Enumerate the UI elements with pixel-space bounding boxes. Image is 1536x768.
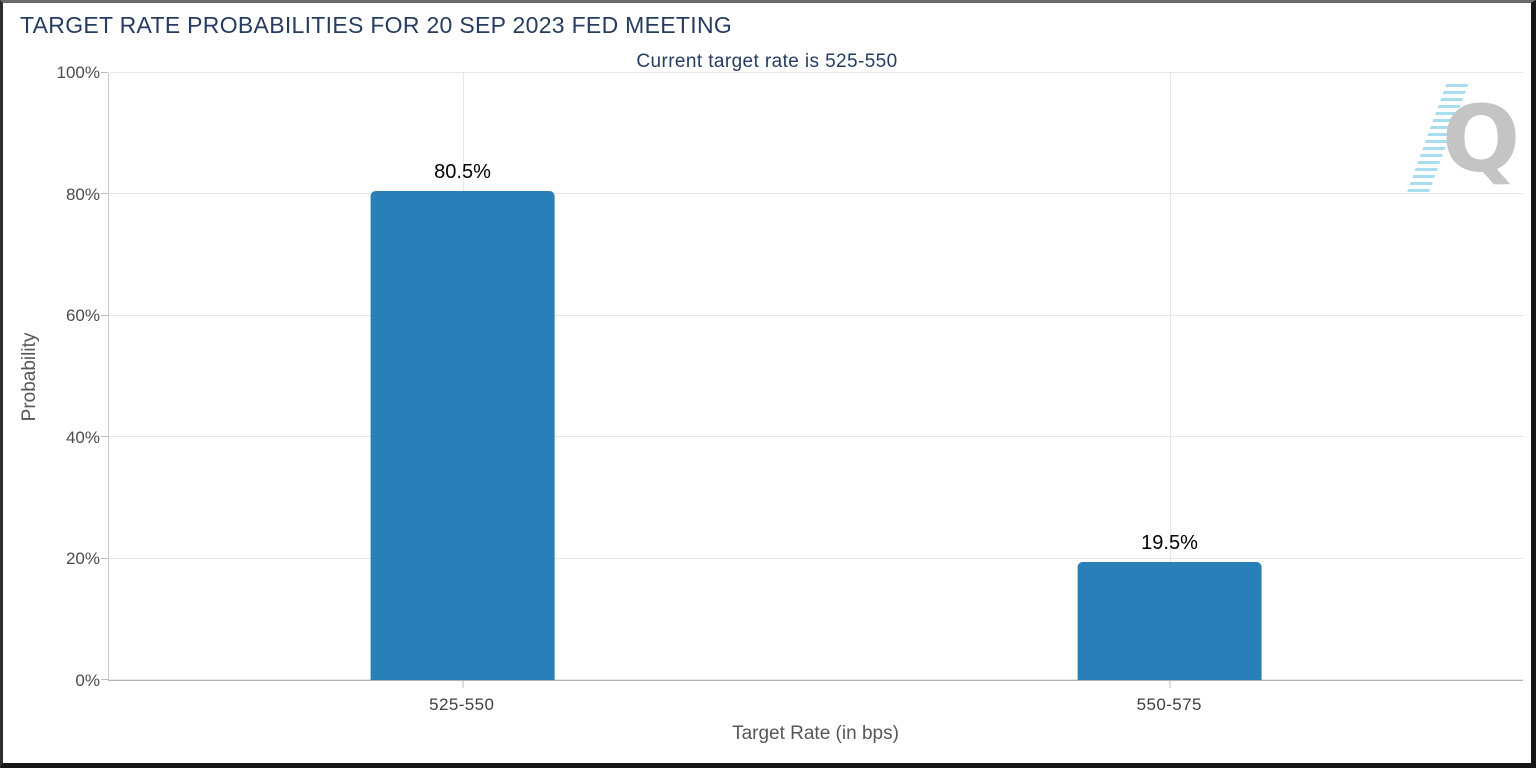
y-tick-label: 80%: [65, 184, 100, 204]
y-tick-mark: [101, 436, 108, 438]
gridline-vertical: [1169, 73, 1171, 680]
y-tick-label: 100%: [56, 63, 100, 82]
x-axis-title: Target Rate (in bps): [732, 723, 899, 744]
gridline-horizontal: [109, 436, 1523, 438]
y-tick-mark: [101, 679, 108, 680]
bar-525-550[interactable]: [370, 191, 555, 680]
y-tick-mark: [101, 72, 108, 73]
x-category-label: 525-550: [429, 695, 495, 714]
x-tick-mark: [1169, 681, 1170, 688]
y-tick-mark: [101, 193, 108, 195]
bar-value-label: 19.5%: [1141, 531, 1198, 554]
y-tick-label: 60%: [65, 306, 100, 326]
gridline-horizontal: [109, 679, 1523, 680]
bar-550-575[interactable]: [1077, 561, 1262, 680]
y-axis-labels: 0% 20% 40% 60% 80% 100%: [3, 63, 100, 690]
x-category-label: 550-575: [1136, 695, 1202, 714]
x-tick-mark: [462, 681, 463, 688]
bar-value-label: 80.5%: [434, 161, 491, 184]
y-tick-label: 40%: [65, 427, 100, 447]
gridline-horizontal: [109, 557, 1523, 559]
y-tick-label: 0%: [75, 671, 100, 690]
gridline-horizontal: [109, 72, 1523, 73]
quandl-logo: Q: [1405, 82, 1526, 200]
q-logo-icon: Q: [1442, 86, 1521, 193]
y-tick-mark: [101, 557, 108, 559]
x-category-labels: 525-550 550-575: [108, 695, 1523, 717]
y-tick-label: 20%: [65, 549, 100, 569]
chart-title: TARGET RATE PROBABILITIES FOR 20 SEP 202…: [20, 12, 733, 38]
chart-subtitle: Current target rate is 525-550: [636, 51, 898, 72]
gridline-horizontal: [109, 314, 1523, 316]
y-tick-mark: [101, 314, 108, 316]
plot-area: 80.5% 19.5%: [101, 72, 1523, 688]
gridline-horizontal: [109, 193, 1523, 195]
